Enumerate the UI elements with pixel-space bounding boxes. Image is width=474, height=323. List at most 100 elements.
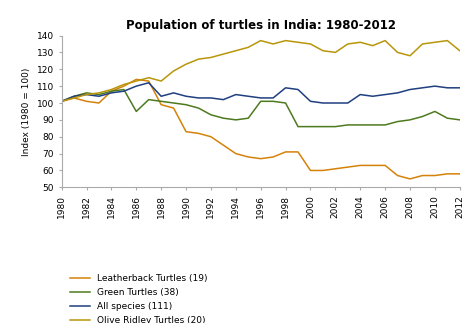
Green Turtles (38) (382, 123, 388, 127)
Leatherback Turtles (19) (158, 103, 164, 107)
Leatherback Turtles (19) (407, 177, 413, 181)
Leatherback Turtles (19) (382, 163, 388, 167)
All species (111) (171, 91, 176, 95)
Olive Ridley Turtles (20) (208, 56, 214, 59)
Green Turtles (38) (283, 101, 288, 105)
Olive Ridley Turtles (20) (171, 69, 176, 73)
Green Turtles (38) (171, 101, 176, 105)
All species (111) (96, 94, 102, 98)
Green Turtles (38) (320, 125, 326, 129)
Olive Ridley Turtles (20) (158, 79, 164, 83)
Olive Ridley Turtles (20) (133, 79, 139, 83)
All species (111) (121, 89, 127, 93)
Leatherback Turtles (19) (357, 163, 363, 167)
All species (111) (196, 96, 201, 100)
Leatherback Turtles (19) (133, 78, 139, 81)
All species (111) (320, 101, 326, 105)
Green Turtles (38) (208, 113, 214, 117)
Olive Ridley Turtles (20) (71, 96, 77, 100)
All species (111) (407, 88, 413, 91)
Green Turtles (38) (233, 118, 238, 122)
Line: All species (111): All species (111) (62, 83, 460, 103)
Olive Ridley Turtles (20) (345, 42, 351, 46)
Leatherback Turtles (19) (308, 169, 313, 172)
Leatherback Turtles (19) (283, 150, 288, 154)
Green Turtles (38) (295, 125, 301, 129)
Leatherback Turtles (19) (208, 135, 214, 139)
Green Turtles (38) (419, 115, 425, 119)
Y-axis label: Index (1980 = 100): Index (1980 = 100) (22, 67, 31, 156)
Leatherback Turtles (19) (109, 89, 114, 93)
All species (111) (83, 93, 89, 97)
Green Turtles (38) (146, 98, 152, 101)
Olive Ridley Turtles (20) (295, 40, 301, 44)
All species (111) (146, 81, 152, 85)
Leatherback Turtles (19) (419, 173, 425, 177)
Olive Ridley Turtles (20) (233, 49, 238, 53)
All species (111) (308, 99, 313, 103)
Leatherback Turtles (19) (320, 169, 326, 172)
Olive Ridley Turtles (20) (370, 44, 375, 47)
Leatherback Turtles (19) (220, 143, 226, 147)
All species (111) (183, 94, 189, 98)
All species (111) (133, 84, 139, 88)
Olive Ridley Turtles (20) (407, 54, 413, 58)
Green Turtles (38) (445, 116, 450, 120)
Leatherback Turtles (19) (258, 157, 264, 161)
All species (111) (445, 86, 450, 90)
Title: Population of turtles in India: 1980-2012: Population of turtles in India: 1980-201… (126, 19, 396, 32)
Olive Ridley Turtles (20) (395, 50, 401, 54)
All species (111) (71, 94, 77, 98)
Green Turtles (38) (395, 120, 401, 123)
All species (111) (395, 91, 401, 95)
Leatherback Turtles (19) (233, 152, 238, 156)
Leatherback Turtles (19) (183, 130, 189, 134)
Olive Ridley Turtles (20) (146, 76, 152, 80)
All species (111) (233, 93, 238, 97)
Olive Ridley Turtles (20) (121, 82, 127, 86)
All species (111) (295, 88, 301, 91)
All species (111) (270, 96, 276, 100)
Green Turtles (38) (158, 99, 164, 103)
Line: Green Turtles (38): Green Turtles (38) (62, 89, 460, 127)
All species (111) (109, 91, 114, 95)
Olive Ridley Turtles (20) (83, 93, 89, 97)
Green Turtles (38) (220, 116, 226, 120)
All species (111) (246, 94, 251, 98)
Green Turtles (38) (370, 123, 375, 127)
Olive Ridley Turtles (20) (320, 49, 326, 53)
Leatherback Turtles (19) (370, 163, 375, 167)
Green Turtles (38) (457, 118, 463, 122)
Green Turtles (38) (133, 109, 139, 113)
Leatherback Turtles (19) (83, 99, 89, 103)
All species (111) (370, 94, 375, 98)
Leatherback Turtles (19) (457, 172, 463, 176)
Leatherback Turtles (19) (246, 155, 251, 159)
Green Turtles (38) (407, 118, 413, 122)
All species (111) (419, 86, 425, 90)
Leatherback Turtles (19) (395, 173, 401, 177)
Leatherback Turtles (19) (96, 101, 102, 105)
Olive Ridley Turtles (20) (220, 52, 226, 56)
Olive Ridley Turtles (20) (432, 40, 438, 44)
Green Turtles (38) (83, 91, 89, 95)
All species (111) (457, 86, 463, 90)
Green Turtles (38) (246, 116, 251, 120)
All species (111) (345, 101, 351, 105)
Leatherback Turtles (19) (432, 173, 438, 177)
Olive Ridley Turtles (20) (258, 39, 264, 43)
Olive Ridley Turtles (20) (196, 57, 201, 61)
Green Turtles (38) (59, 99, 64, 103)
Olive Ridley Turtles (20) (457, 49, 463, 53)
All species (111) (283, 86, 288, 90)
Leatherback Turtles (19) (445, 172, 450, 176)
Leatherback Turtles (19) (146, 79, 152, 83)
Olive Ridley Turtles (20) (283, 39, 288, 43)
All species (111) (382, 93, 388, 97)
Olive Ridley Turtles (20) (308, 42, 313, 46)
Leatherback Turtles (19) (196, 131, 201, 135)
Green Turtles (38) (109, 89, 114, 93)
Olive Ridley Turtles (20) (445, 39, 450, 43)
Olive Ridley Turtles (20) (246, 46, 251, 49)
All species (111) (220, 98, 226, 101)
